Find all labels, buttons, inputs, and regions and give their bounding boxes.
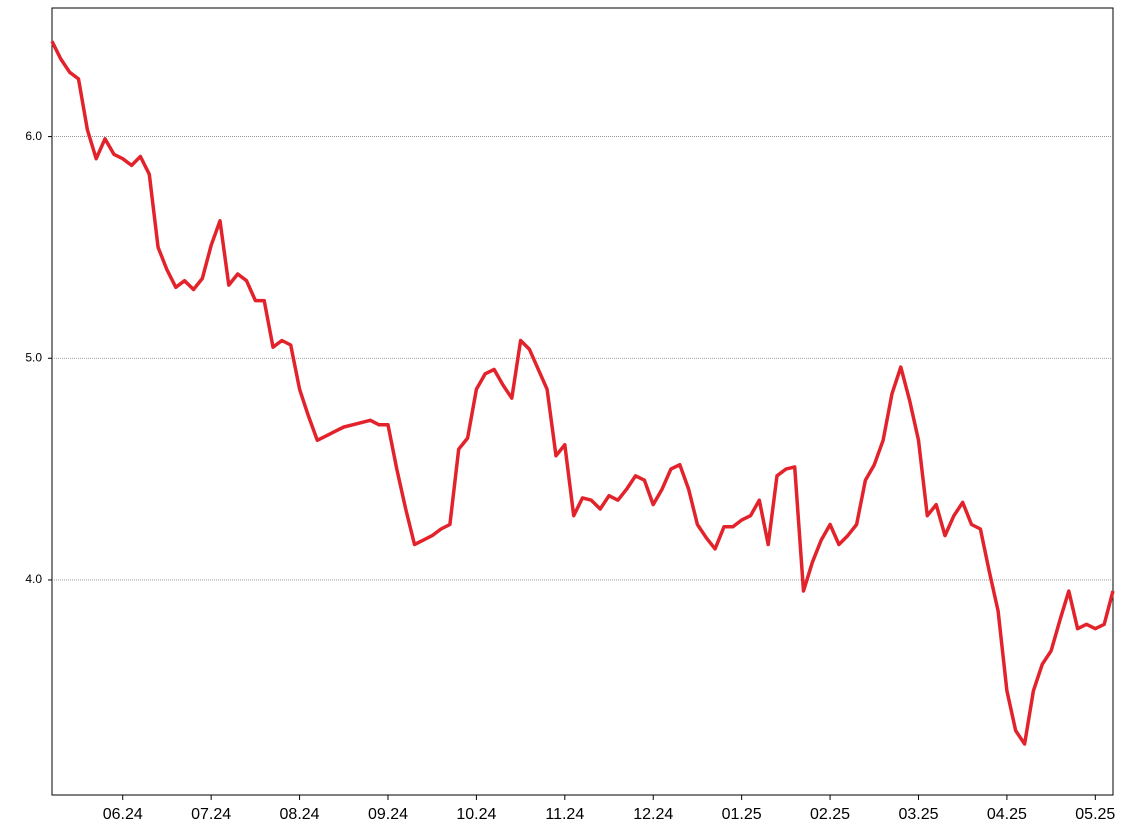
x-tick-label: 10.24 xyxy=(456,806,496,823)
x-tick-label: 05.25 xyxy=(1075,806,1115,823)
plot-frame xyxy=(51,7,1114,796)
x-tick-label: 03.25 xyxy=(898,806,938,823)
y-tick-label: 4.0 xyxy=(25,572,42,586)
x-tick-label: 06.24 xyxy=(103,806,143,823)
x-tick-label: 04.25 xyxy=(987,806,1027,823)
x-tick-label: 02.25 xyxy=(810,806,850,823)
x-tick-label: 12.24 xyxy=(633,806,673,823)
y-tick-label: 5.0 xyxy=(25,350,42,364)
x-tick-label: 09.24 xyxy=(368,806,408,823)
x-tick-label: 07.24 xyxy=(191,806,231,823)
x-tick-label: 11.24 xyxy=(545,806,584,823)
x-tick-label: 08.24 xyxy=(280,806,320,823)
price-line xyxy=(50,40,1115,746)
x-tick-label: 01.25 xyxy=(722,806,762,823)
y-tick-label: 6.0 xyxy=(25,129,42,143)
